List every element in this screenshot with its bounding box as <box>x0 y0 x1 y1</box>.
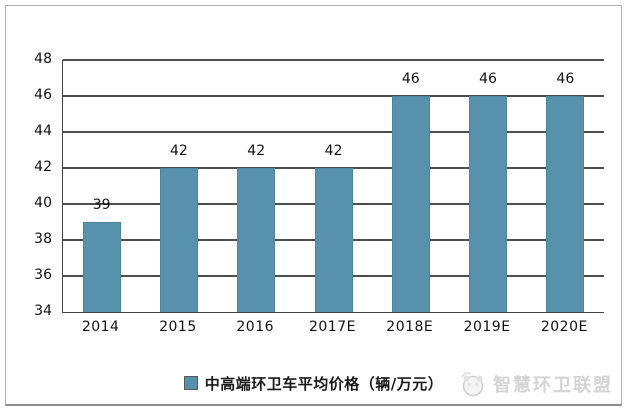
legend-label: 中高端环卫车平均价格（辆/万元） <box>204 374 444 393</box>
watermark-text: 智慧环卫联盟 <box>493 375 613 396</box>
bar-value-label: 46 <box>401 71 420 87</box>
plot-area: 39 42 42 42 46 46 46 <box>62 59 604 313</box>
x-axis-tick-label: 2019E <box>463 319 511 335</box>
bar <box>469 96 508 312</box>
gridline <box>63 131 604 133</box>
y-axis-tick-label: 36 <box>34 267 52 283</box>
y-axis-tick-label: 40 <box>34 195 52 211</box>
x-axis-tick-label: 2016 <box>236 319 275 335</box>
y-axis-labels: 34 36 38 40 42 44 46 48 <box>10 51 52 319</box>
y-axis-tick-label: 44 <box>34 123 52 139</box>
bar <box>82 222 121 312</box>
chart-frame <box>5 5 622 406</box>
legend-swatch <box>183 376 198 390</box>
watermark: 智慧环卫联盟 <box>458 366 613 402</box>
bar-value-label: 46 <box>556 71 575 87</box>
y-axis-tick-label: 42 <box>34 159 52 175</box>
bar-value-label: 42 <box>324 143 343 159</box>
y-axis-tick-label: 48 <box>34 51 52 67</box>
bar-value-label: 42 <box>170 143 188 159</box>
x-axis-tick-label: 2014 <box>81 319 120 335</box>
bar-value-label: 39 <box>92 197 111 213</box>
x-axis-tick-label: 2018E <box>386 319 434 335</box>
bar <box>546 96 585 312</box>
bar-value-label: 42 <box>247 143 266 159</box>
x-axis-tick-label: 2015 <box>159 319 197 335</box>
gridline <box>63 95 604 97</box>
bar <box>159 168 198 312</box>
bar <box>314 168 353 312</box>
bar <box>237 168 276 312</box>
gridline <box>63 59 604 61</box>
x-axis-tick-label: 2020E <box>540 319 588 335</box>
legend: 中高端环卫车平均价格（辆/万元） <box>0 374 627 393</box>
brand-logo-icon <box>461 372 484 397</box>
y-axis-tick-label: 46 <box>34 87 52 103</box>
x-axis-tick-label: 2017E <box>308 319 356 335</box>
bar-value-label: 46 <box>479 71 497 87</box>
y-axis-tick-label: 38 <box>34 231 52 247</box>
y-axis-tick-label: 34 <box>34 303 52 319</box>
bar <box>391 96 430 312</box>
